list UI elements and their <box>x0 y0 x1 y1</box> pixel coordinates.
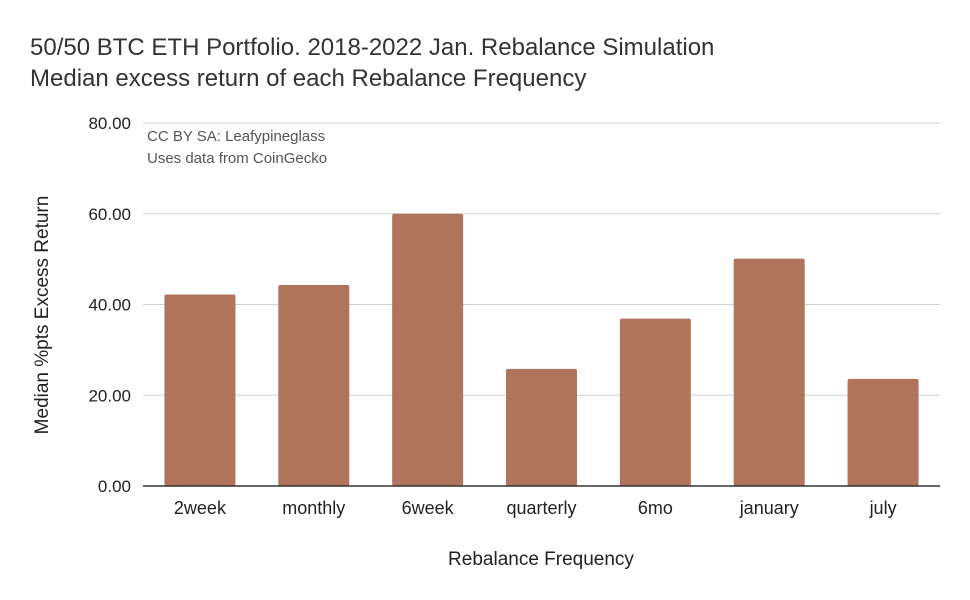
bar-6mo <box>619 318 691 486</box>
bar-january <box>733 258 805 486</box>
x-tick-label: january <box>739 498 799 518</box>
annotation-license: CC BY SA: Leafypineglass <box>147 128 325 145</box>
y-tick-label: 80.00 <box>88 114 131 133</box>
bar-july <box>847 378 919 486</box>
chart-subtitle: Median excess return of each Rebalance F… <box>30 65 587 92</box>
x-tick-label: 2week <box>174 498 227 518</box>
annotation-source: Uses data from CoinGecko <box>147 150 327 167</box>
y-tick-label: 20.00 <box>88 386 131 405</box>
x-axis-label: Rebalance Frequency <box>448 549 634 570</box>
y-axis-label: Median %pts Excess Return <box>32 196 53 435</box>
x-tick-label: monthly <box>282 498 345 518</box>
x-tick-label: quarterly <box>506 498 576 518</box>
x-tick-labels: 2week monthly 6week quarterly 6mo january july <box>174 498 897 518</box>
y-tick-label: 0.00 <box>98 477 131 496</box>
y-tick-labels: 0.00 20.00 40.00 60.00 80.00 <box>88 114 131 496</box>
chart-title: 50/50 BTC ETH Portfolio. 2018-2022 Jan. … <box>30 34 715 61</box>
bar-quarterly <box>506 368 577 486</box>
bar-2week <box>164 294 236 486</box>
y-tick-label: 60.00 <box>88 205 131 224</box>
x-tick-label: 6week <box>402 498 455 518</box>
x-tick-label: july <box>869 498 897 518</box>
x-tick-label: 6mo <box>638 498 673 518</box>
y-tick-label: 40.00 <box>88 296 131 315</box>
bar-6week <box>392 213 464 486</box>
chart-title-block: 50/50 BTC ETH Portfolio. 2018-2022 Jan. … <box>30 32 714 94</box>
bars <box>164 213 919 486</box>
bar-monthly <box>278 284 350 486</box>
